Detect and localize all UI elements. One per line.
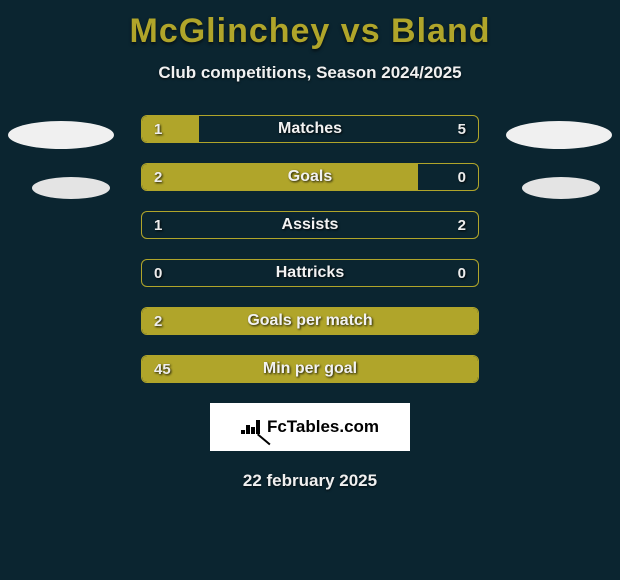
player-avatar-right — [506, 121, 612, 149]
stat-row: 15Matches — [141, 115, 479, 143]
stat-label: Min per goal — [142, 356, 478, 382]
page-title: McGlinchey vs Bland — [0, 12, 620, 51]
stat-label: Goals — [142, 164, 478, 190]
team-badge-right — [522, 177, 600, 199]
fctables-logo-text: FcTables.com — [267, 417, 379, 437]
stat-row: 12Assists — [141, 211, 479, 239]
stat-label: Assists — [142, 212, 478, 238]
stat-label: Goals per match — [142, 308, 478, 334]
stat-row: 00Hattricks — [141, 259, 479, 287]
fctables-chart-icon — [241, 420, 261, 434]
footer-date: 22 february 2025 — [0, 471, 620, 491]
stat-row: 45Min per goal — [141, 355, 479, 383]
team-badge-left — [32, 177, 110, 199]
stat-row: 20Goals — [141, 163, 479, 191]
page-subtitle: Club competitions, Season 2024/2025 — [0, 63, 620, 83]
fctables-logo: FcTables.com — [210, 403, 410, 451]
comparison-chart: 15Matches 20Goals 12Assists 00Hattricks 2Goa… — [0, 115, 620, 383]
stat-label: Hattricks — [142, 260, 478, 286]
stat-label: Matches — [142, 116, 478, 142]
stat-bars-container: 15Matches 20Goals 12Assists 00Hattricks 2Goa… — [141, 115, 479, 383]
player-avatar-left — [8, 121, 114, 149]
stat-row: 2Goals per match — [141, 307, 479, 335]
